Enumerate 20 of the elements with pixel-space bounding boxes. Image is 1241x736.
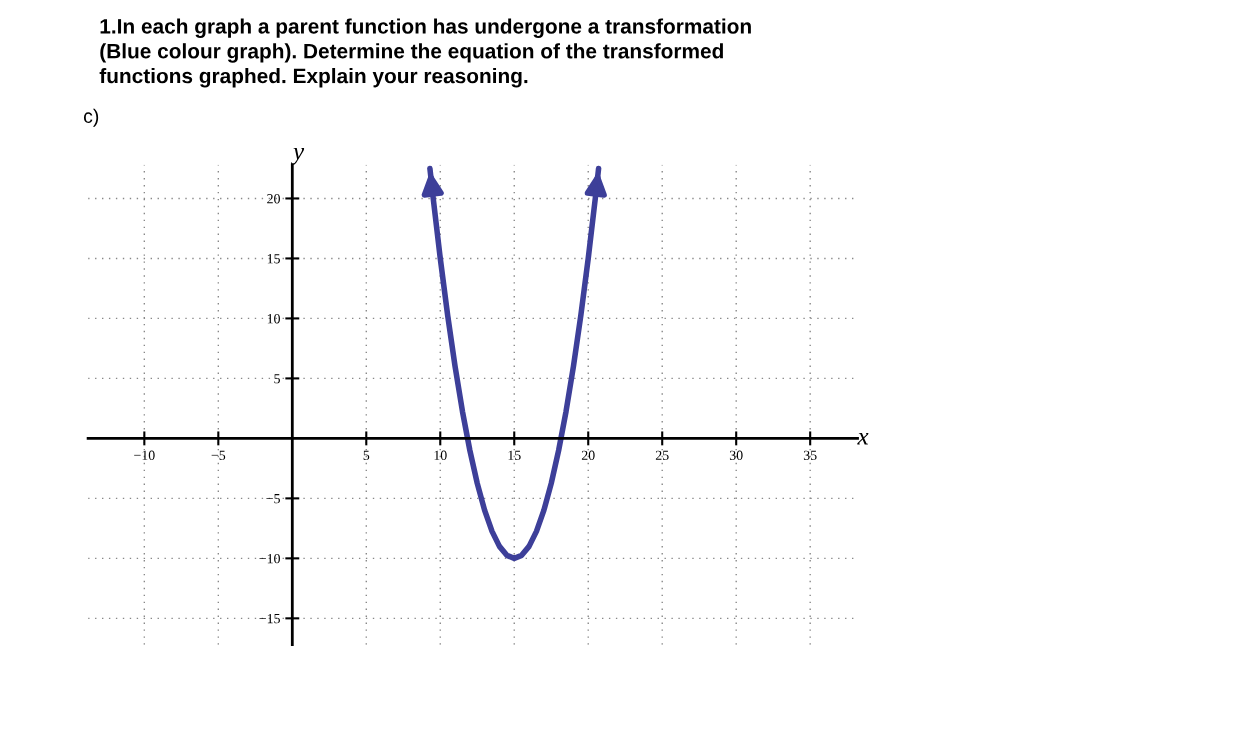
- x-tick-label: 15: [508, 450, 521, 460]
- x-tick-label: 30: [729, 450, 743, 460]
- x-tick-label: 20: [581, 450, 595, 460]
- x-tick-label: −5: [211, 450, 226, 460]
- y-tick-label: 15: [267, 254, 280, 264]
- y-axis-title: y: [290, 147, 305, 165]
- y-tick-label: 5: [274, 374, 280, 384]
- x-tick-label: 35: [803, 450, 817, 460]
- text: c): [83, 108, 99, 127]
- y-tick-label: 20: [267, 194, 280, 204]
- y-tick-label: 10: [267, 314, 280, 324]
- x-axis-title: x: [857, 432, 869, 445]
- x-tick-label: 25: [655, 450, 669, 460]
- y-tick-label: −10: [259, 553, 280, 564]
- x-tick-label: 10: [434, 450, 447, 460]
- y-tick-label: −15: [259, 613, 280, 624]
- chart-title: 1.In each graph a parent function has undergone a transformation (Blue colour graph). Determine the equation of the transformed functions graphed. Explain your reasoning.: [99, 18, 751, 88]
- x-tick-label: 5: [363, 450, 370, 460]
- y-tick-label: −5: [266, 494, 280, 504]
- x-tick-label: −10: [134, 450, 155, 460]
